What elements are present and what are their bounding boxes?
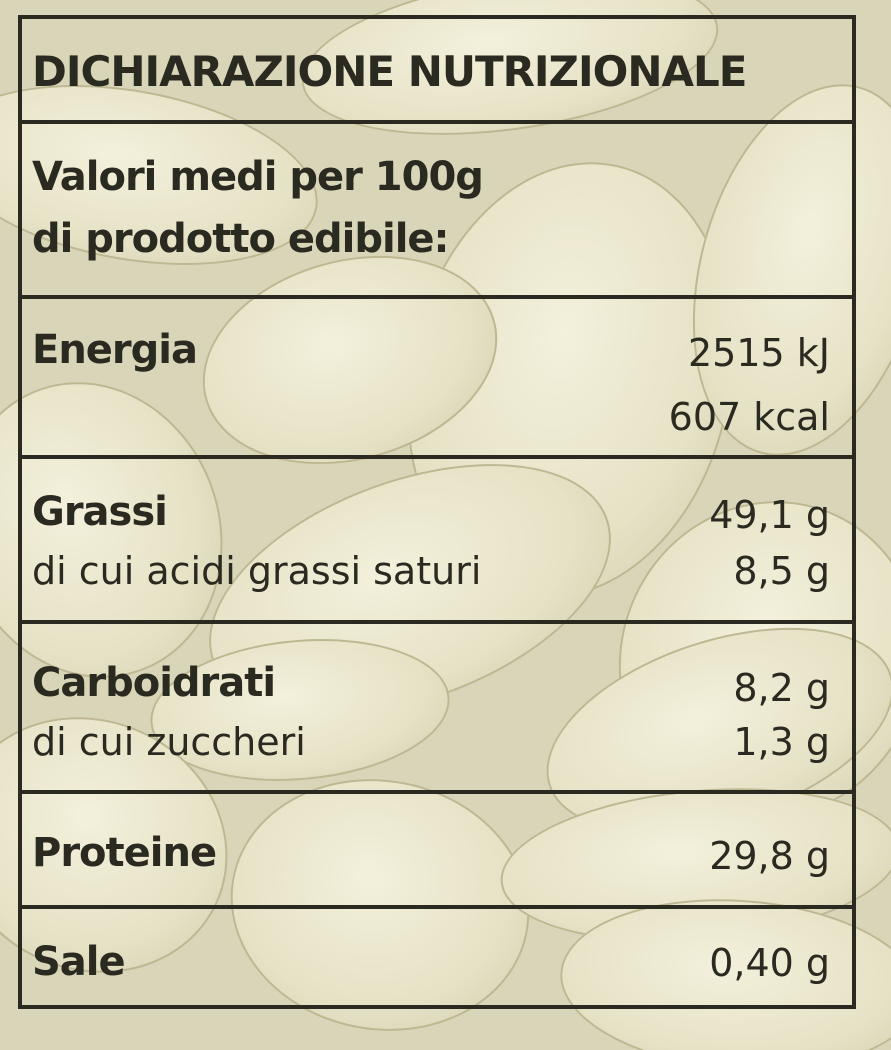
nutrition-table: DICHIARAZIONE NUTRIZIONALE Valori medi p… [18,15,856,1009]
reference-line-1: Valori medi per 100g [32,154,484,200]
fat-value: 49,1 g [709,493,830,537]
carbohydrate-label: Carboidrati [32,660,276,706]
table-title: DICHIARAZIONE NUTRIZIONALE [32,47,747,96]
protein-value: 29,8 g [709,834,830,878]
carbohydrate-row: Carboidrati 8,2 g di cui zuccheri 1,3 g [22,624,852,794]
protein-row: Proteine 29,8 g [22,794,852,909]
energy-row: Energia 2515 kJ 607 kcal [22,299,852,459]
saturated-fat-value: 8,5 g [733,549,830,593]
energy-kj: 2515 kJ [688,331,830,375]
sugars-value: 1,3 g [733,720,830,764]
reference-line-2: di prodotto edibile: [32,216,450,262]
fat-row: Grassi 49,1 g di cui acidi grassi saturi… [22,459,852,624]
salt-value: 0,40 g [709,941,830,985]
title-row: DICHIARAZIONE NUTRIZIONALE [22,19,852,124]
energy-label: Energia [32,327,198,373]
salt-row: Sale 0,40 g [22,909,852,1009]
sugars-label: di cui zuccheri [32,720,306,764]
reference-row: Valori medi per 100g di prodotto edibile… [22,124,852,299]
protein-label: Proteine [32,830,217,876]
salt-label: Sale [32,939,126,985]
energy-kcal: 607 kcal [668,395,830,439]
carbohydrate-value: 8,2 g [733,666,830,710]
fat-label: Grassi [32,489,168,535]
saturated-fat-label: di cui acidi grassi saturi [32,549,482,593]
